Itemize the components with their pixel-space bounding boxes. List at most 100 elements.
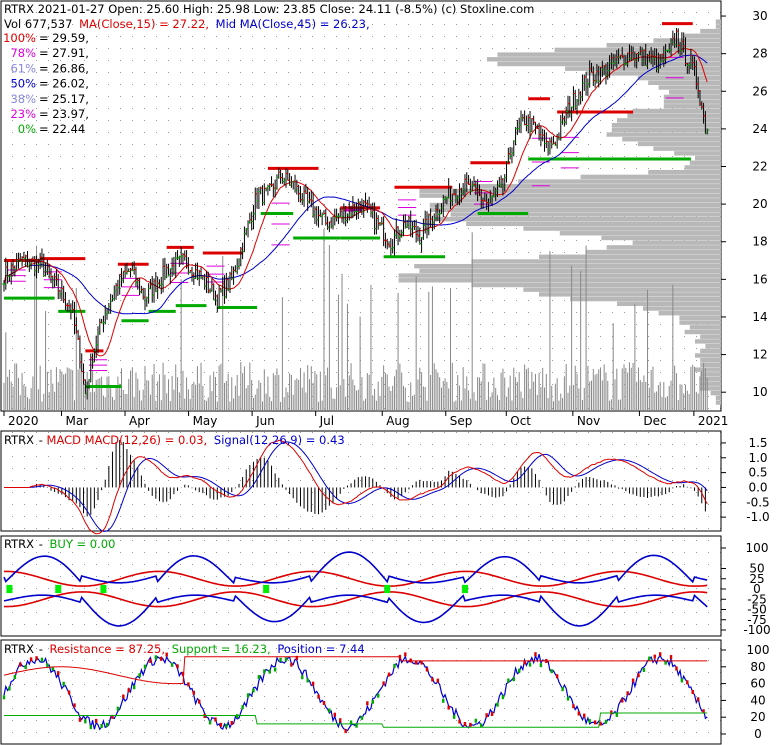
oscillator-step	[230, 720, 233, 725]
oscillator-step	[653, 654, 656, 659]
profile-bar	[695, 367, 721, 372]
profile-bar	[398, 278, 721, 283]
profile-bar	[689, 160, 721, 165]
x-axis: 2020 Mar Apr May Jun Jul Aug Sep Oct Nov Dec 2021	[3, 411, 728, 428]
macd-tick-label: 1.0	[748, 451, 767, 465]
oscillator-step	[165, 652, 168, 657]
oscillator-step	[13, 674, 17, 679]
oscillator-step	[116, 706, 120, 711]
oscillator-step	[366, 701, 369, 706]
profile-bar	[419, 268, 721, 274]
profile-bar	[679, 315, 721, 321]
buy-red-upper	[4, 570, 708, 587]
oscillator-step	[447, 705, 450, 710]
profile-bar	[632, 108, 721, 114]
oscillator-step	[2, 695, 6, 700]
oscillator-step	[539, 663, 543, 668]
profile-bar	[715, 19, 721, 24]
oscillator-step	[24, 665, 27, 670]
oscillator-step	[637, 673, 640, 678]
profile-bar	[611, 127, 721, 133]
oscillator-step	[583, 713, 586, 718]
fib-pct: 50%	[10, 77, 36, 91]
x-tick-label: 2020	[8, 414, 39, 428]
profile-bar	[674, 151, 721, 156]
profile-bar	[700, 386, 721, 391]
oscillator-step	[702, 709, 705, 714]
oscillator-step	[474, 718, 478, 723]
oscillator-step	[19, 662, 22, 667]
oscillator-step	[425, 667, 429, 672]
profile-bar	[450, 212, 721, 217]
buy-blue-upper	[3, 551, 708, 585]
profile-bar	[669, 90, 721, 95]
oscillator-step	[555, 674, 559, 679]
fib-pct: 23%	[10, 107, 36, 121]
x-tick-label: Jun	[255, 414, 275, 428]
oscillator-step	[122, 694, 125, 699]
profile-bar	[684, 329, 721, 335]
price-tick-label: 12	[752, 348, 767, 362]
profile-bar	[627, 113, 721, 118]
buy-label: BUY = 0.00	[50, 537, 116, 551]
profile-bar	[554, 47, 721, 53]
oscillator-step	[648, 656, 651, 661]
buy-tick-label: 50	[749, 562, 764, 576]
oscillator-step	[404, 652, 407, 657]
oscillator-step	[279, 657, 282, 662]
oscillator-step	[355, 723, 358, 728]
oscillator-step	[561, 687, 564, 692]
ma15-line	[3, 47, 708, 357]
oscillator-step	[84, 719, 87, 724]
price-tick-label: 28	[752, 47, 767, 61]
price-bars	[2, 27, 710, 400]
profile-bar	[471, 282, 721, 288]
fib-pct: 38%	[10, 92, 36, 106]
oscillator-step	[73, 703, 76, 708]
buy-tick-label: 0	[753, 582, 761, 596]
oscillator-step	[94, 718, 98, 723]
buy-signal-marker	[6, 584, 13, 594]
oscillator-step	[149, 658, 152, 663]
oscillator-step	[8, 686, 11, 691]
oscillator-step	[268, 669, 271, 674]
oscillator-step	[295, 655, 299, 660]
oscillator-step	[51, 666, 55, 671]
macd-signal-line	[4, 441, 708, 532]
fib-value: = 26.86,	[39, 61, 89, 75]
fib-value: = 23.97,	[39, 107, 89, 121]
macd-signal: Signal(12,26,9) = 0.43	[214, 433, 345, 447]
price-tick-label: 22	[752, 160, 767, 174]
oscillator-step	[463, 722, 467, 727]
profile-bar	[585, 249, 721, 255]
macd-tick-label: -1.0	[746, 510, 769, 524]
oscillator-step	[208, 720, 212, 725]
oscillator-step	[680, 678, 684, 683]
svg-text:Vol 677,537 MA(Close,15) =: Vol 677,537 MA(Close,15) = 27.22, Mid MA…	[4, 17, 370, 31]
support-resistance-lines	[4, 22, 693, 389]
macd-line	[4, 439, 708, 535]
oscillator-step	[523, 660, 526, 665]
profile-bar	[487, 57, 721, 62]
oscillator-step	[127, 688, 130, 693]
oscillator-step	[187, 682, 190, 687]
res-support: Support = 16.23,	[172, 642, 271, 656]
resistance-line	[3, 656, 708, 685]
profile-bar	[471, 184, 721, 189]
oscillator-step	[301, 675, 304, 680]
profile-bar	[429, 202, 721, 208]
buy-lines	[3, 551, 708, 627]
fib-value: = 29.59,	[39, 31, 89, 45]
price-tick-label: 20	[752, 197, 767, 211]
profile-bar	[518, 179, 721, 184]
svg-text:RTRX - BUY = 0.00: RTRX - BUY = 0.00	[4, 537, 115, 551]
res-position: Position = 7.44	[277, 642, 364, 656]
profile-bar	[445, 198, 721, 203]
oscillator-step	[436, 678, 440, 683]
profile-bar	[419, 193, 721, 198]
oscillator-step	[273, 667, 277, 672]
oscillator-step	[615, 712, 619, 717]
volume-profile	[398, 19, 721, 405]
x-tick-label: Aug	[386, 414, 409, 428]
